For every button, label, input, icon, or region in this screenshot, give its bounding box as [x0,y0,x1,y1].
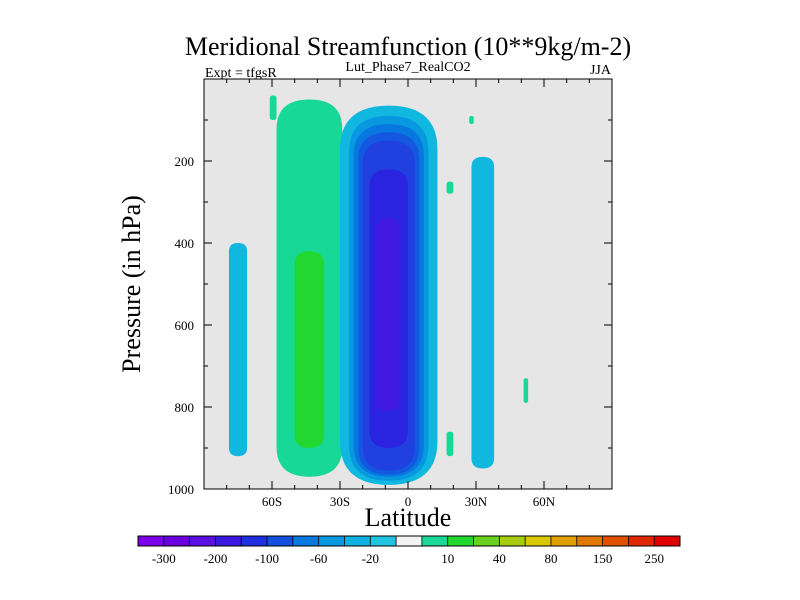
colorbar-swatch [163,536,190,546]
y-tick-label: 1000 [168,482,194,497]
plot-area: 60S 30S 0 30N 60N 200 400 600 800 1000 [168,78,613,509]
y-tick-label: 600 [175,318,195,333]
subtitle-right: JJA [590,63,612,78]
chart-title: Meridional Streamfunction (10**9kg/m-2) [185,32,631,61]
colorbar-label: 10 [441,551,454,566]
colorbar-label: -100 [255,551,279,566]
nh-speck-4 [469,115,474,125]
colorbar-swatch [628,536,655,546]
y-axis-ticks: 200 400 600 800 1000 [168,119,612,497]
colorbar-label: -300 [152,551,176,566]
nh-speck-1 [446,181,454,194]
colorbar-swatch [550,536,578,546]
y-axis-label: Pressure (in hPa) [117,195,146,373]
y-tick-label: 800 [175,400,195,415]
colorbar-swatch [447,536,474,546]
colorbar-swatch [654,536,681,546]
colorbar-swatch [344,536,371,546]
colorbar-label: 250 [644,551,664,566]
x-tick-label: 30N [465,494,488,509]
colorbar-swatch [602,536,629,546]
hadley-core [376,218,399,412]
colorbar-swatch [525,536,552,546]
colorbar-swatch [421,536,449,546]
nh-speck-2 [446,431,454,457]
x-tick-label: 60N [533,494,556,509]
nh-cell [471,156,495,469]
colorbar-swatch [267,536,294,546]
colorbar-frame [137,535,681,547]
x-axis-label: Latitude [365,503,452,532]
subtitle-left: Expt = tfgsR [205,66,277,81]
colorbar-swatch [576,536,603,546]
colorbar-label: -200 [204,551,228,566]
colorbar-label: 80 [544,551,557,566]
colorbar-label: -60 [310,551,327,566]
colorbar-swatch [241,536,268,546]
colorbar-label: 40 [493,551,506,566]
colorbar-label: -20 [362,551,379,566]
colorbar-swatch [396,536,423,546]
y-tick-label: 200 [175,154,195,169]
sh-speck-1 [269,95,277,120]
colorbar-label: 150 [593,551,613,566]
colorbar-swatch [215,536,242,546]
x-tick-label: 0 [405,494,412,509]
x-axis-ticks: 60S 30S 0 30N 60N [226,79,590,509]
subtitle-center: Lut_Phase7_RealCO2 [345,60,470,75]
sh-outer-cell [228,243,248,457]
x-tick-label: 60S [262,494,282,509]
sh-ferrel-core [294,251,325,448]
nh-speck-3 [523,378,529,403]
contour-cells [228,95,529,485]
colorbar-swatch [370,536,397,546]
colorbar-swatch [318,536,345,546]
colorbar: -300 -200 -100 -60 -20 10 40 80 150 250 [137,535,681,566]
colorbar-swatch [138,536,165,546]
colorbar-swatch [292,536,319,546]
colorbar-swatch [189,536,216,546]
colorbar-swatch [499,536,526,546]
y-tick-label: 400 [175,236,195,251]
x-tick-label: 30S [330,494,350,509]
colorbar-swatch [473,536,500,546]
